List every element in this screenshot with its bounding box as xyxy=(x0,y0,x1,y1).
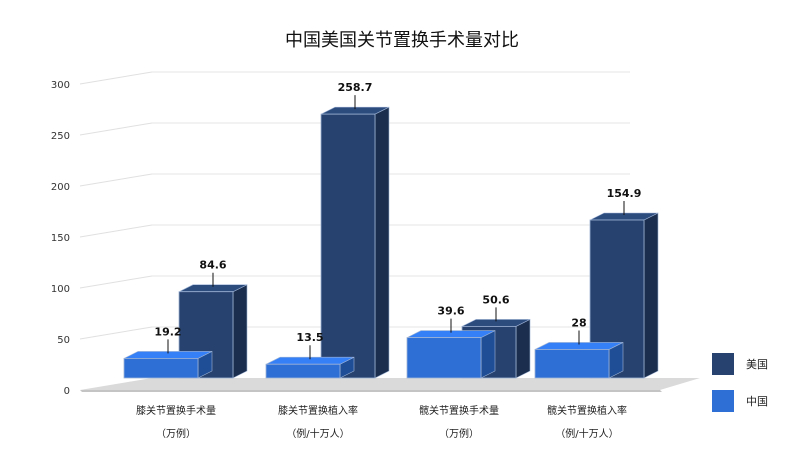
y-tick-label: 50 xyxy=(57,335,70,346)
usa-bar-3-data-label: 50.6 xyxy=(482,293,509,306)
y-tick-label: 150 xyxy=(51,233,70,244)
usa-bar-2-side xyxy=(374,106,390,379)
gridline-diagonal xyxy=(79,275,153,289)
y-tick-label: 300 xyxy=(51,80,70,91)
usa-bar-1-data-label: 84.6 xyxy=(199,259,226,272)
usa-bar-4-side xyxy=(643,212,659,379)
gridline-diagonal xyxy=(79,122,153,136)
legend-label-usa: 美国 xyxy=(746,358,768,371)
china-bar-1-data-label: 19.2 xyxy=(154,325,181,338)
gridline-diagonal xyxy=(79,224,153,238)
gridline-diagonal xyxy=(79,71,153,85)
china-bar-2-data-label: 13.5 xyxy=(296,331,323,344)
y-tick-label: 0 xyxy=(64,386,70,397)
china-bar-1 xyxy=(123,358,199,379)
x-category-label-3: 髋关节置换手术量 xyxy=(419,404,499,417)
x-category-unit-3: （万例） xyxy=(439,427,479,440)
china-bar-3-data-label: 39.6 xyxy=(437,305,464,318)
y-tick-label: 250 xyxy=(51,131,70,142)
usa-bar-2 xyxy=(320,113,376,379)
x-category-unit-1: （万例） xyxy=(156,427,196,440)
china-bar-3 xyxy=(406,337,482,379)
usa-bar-4-data-label: 154.9 xyxy=(607,187,642,200)
usa-bar-1-side xyxy=(232,284,248,379)
usa-bar-2-data-label: 258.7 xyxy=(338,81,373,94)
china-bar-3-side xyxy=(480,330,496,379)
legend-label-china: 中国 xyxy=(746,395,768,408)
x-category-unit-4: （例/十万人） xyxy=(555,427,618,440)
legend-swatch-usa xyxy=(712,353,734,375)
gridline-diagonal xyxy=(79,326,153,340)
legend-swatch-china xyxy=(712,390,734,412)
chart-floor-edge xyxy=(80,390,662,392)
gridline-diagonal xyxy=(79,173,153,187)
chart-floor xyxy=(80,378,700,390)
china-bar-2 xyxy=(265,363,341,379)
y-tick-label: 200 xyxy=(51,182,70,193)
x-category-label-1: 膝关节置换手术量 xyxy=(136,404,216,417)
china-bar-4 xyxy=(534,349,610,379)
usa-bar-3-side xyxy=(515,318,531,379)
x-category-unit-2: （例/十万人） xyxy=(286,427,349,440)
china-bar-4-data-label: 28 xyxy=(571,316,586,329)
chart-title: 中国美国关节置换手术量对比 xyxy=(285,30,519,51)
x-category-label-4: 髋关节置换植入率 xyxy=(547,404,627,417)
y-tick-label: 100 xyxy=(51,284,70,295)
x-category-label-2: 膝关节置换植入率 xyxy=(278,404,358,417)
